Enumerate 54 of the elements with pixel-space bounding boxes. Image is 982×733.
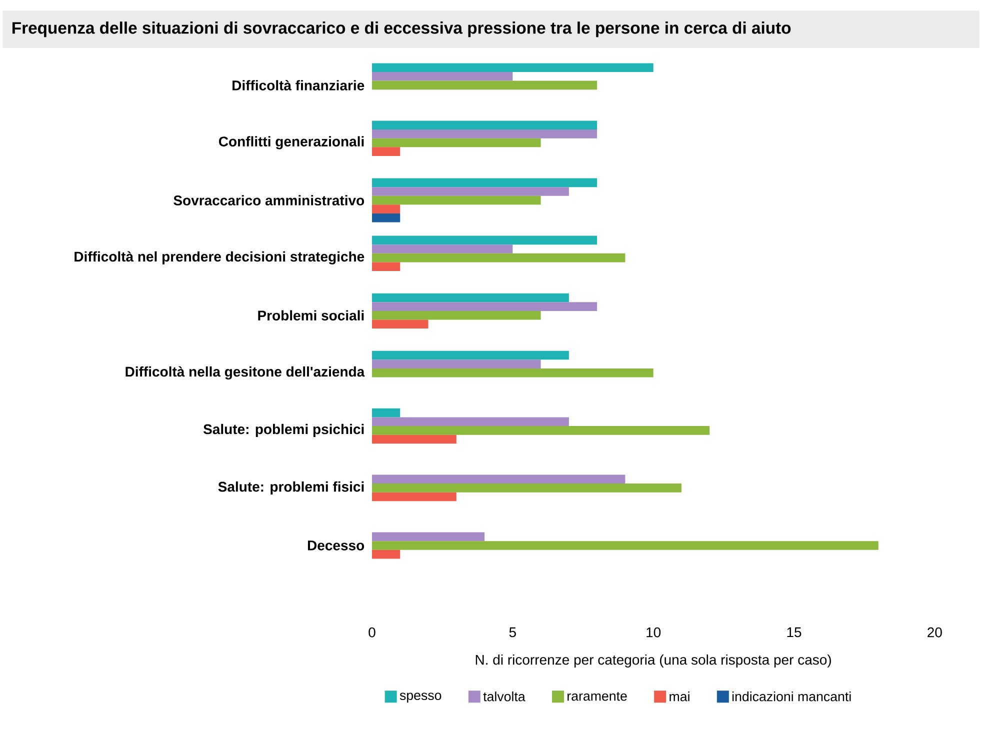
bar	[372, 204, 400, 214]
bar	[372, 320, 428, 329]
bar	[372, 244, 513, 254]
bar	[372, 484, 682, 492]
bar	[372, 417, 569, 426]
x-tick-label: 10	[646, 627, 661, 638]
legend-label: spesso	[400, 692, 442, 703]
y-tick-label: Decesso	[308, 540, 364, 550]
chart-title: Frequenza delle situazioni di sovraccarico e di eccessiva pressione tra le persone in cerca di aiuto	[12, 22, 791, 38]
bar	[372, 196, 541, 205]
bar	[372, 434, 456, 444]
bar	[372, 368, 654, 378]
y-tick-label: Difficoltà finanziarie	[232, 80, 364, 90]
x-tick-label: 20	[928, 627, 942, 638]
x-tick-label: 0	[368, 627, 376, 638]
bar	[372, 147, 400, 156]
legend-label: talvolta	[483, 691, 526, 702]
bar	[372, 72, 513, 81]
bar	[372, 408, 400, 418]
bar	[372, 138, 541, 148]
bar	[372, 550, 400, 559]
bar	[372, 236, 598, 245]
bar	[372, 213, 400, 222]
y-tick-label: Sovraccarico amministrativo	[174, 195, 364, 206]
bar	[372, 63, 654, 72]
y-tick-label: Difficoltà nel prendere decisioni strategiche	[74, 251, 364, 264]
bar	[372, 178, 598, 188]
bar	[372, 80, 598, 90]
x-tick-label: 15	[787, 627, 802, 638]
bar	[372, 474, 626, 484]
bar	[372, 350, 569, 360]
bar	[372, 253, 626, 262]
legend-label: indicazioni mancanti	[732, 691, 851, 702]
bar	[372, 293, 569, 302]
bar	[372, 130, 598, 138]
bar	[372, 360, 541, 368]
legend-label: mai	[670, 691, 690, 702]
bar	[372, 262, 400, 272]
bar	[372, 532, 485, 542]
bar	[372, 302, 598, 311]
y-tick-label: Conflitti generazionali	[218, 136, 364, 150]
legend-label: raramente	[568, 692, 627, 701]
bar	[372, 120, 598, 130]
bar	[372, 310, 541, 320]
bar	[372, 492, 456, 502]
x-tick-label: 5	[509, 627, 516, 638]
bar	[372, 541, 878, 550]
y-tick-label: Difficoltà nella gesitone dell'azienda	[126, 366, 365, 380]
y-tick-label: Salute: problemi fisici	[218, 481, 364, 494]
y-tick-label: Salute: poblemi psichici	[203, 424, 364, 437]
bar	[372, 426, 710, 435]
y-tick-label: Problemi sociali	[258, 310, 364, 320]
bar	[372, 187, 569, 196]
x-axis-title: N. di ricorrenze per categoria (una sola risposta per caso)	[476, 654, 831, 668]
